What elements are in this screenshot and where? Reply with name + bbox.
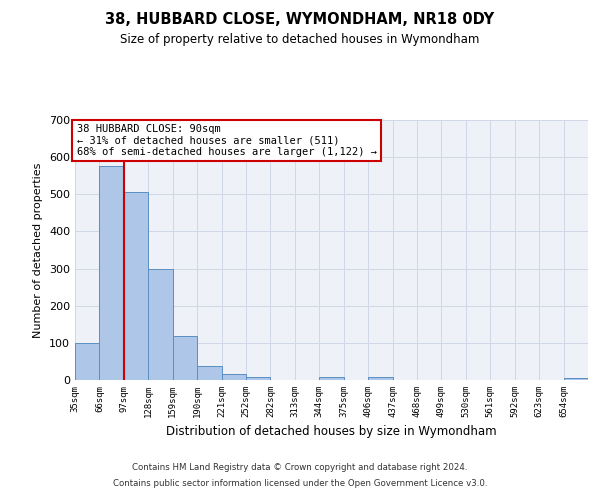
Text: Size of property relative to detached houses in Wymondham: Size of property relative to detached ho… — [121, 32, 479, 46]
Bar — [124, 192, 148, 380]
Y-axis label: Number of detached properties: Number of detached properties — [34, 162, 43, 338]
X-axis label: Distribution of detached houses by size in Wymondham: Distribution of detached houses by size … — [166, 426, 497, 438]
Bar — [100, 166, 124, 380]
Bar — [148, 268, 173, 380]
Text: Contains HM Land Registry data © Crown copyright and database right 2024.: Contains HM Land Registry data © Crown c… — [132, 464, 468, 472]
Text: 38 HUBBARD CLOSE: 90sqm
← 31% of detached houses are smaller (511)
68% of semi-d: 38 HUBBARD CLOSE: 90sqm ← 31% of detache… — [77, 124, 377, 157]
Bar — [75, 343, 100, 380]
Bar — [319, 377, 344, 380]
Bar — [563, 378, 588, 380]
Text: 38, HUBBARD CLOSE, WYMONDHAM, NR18 0DY: 38, HUBBARD CLOSE, WYMONDHAM, NR18 0DY — [106, 12, 494, 28]
Text: Contains public sector information licensed under the Open Government Licence v3: Contains public sector information licen… — [113, 478, 487, 488]
Bar — [221, 374, 246, 380]
Bar — [368, 377, 392, 380]
Bar — [246, 377, 271, 380]
Bar — [197, 366, 221, 380]
Bar — [173, 336, 197, 380]
